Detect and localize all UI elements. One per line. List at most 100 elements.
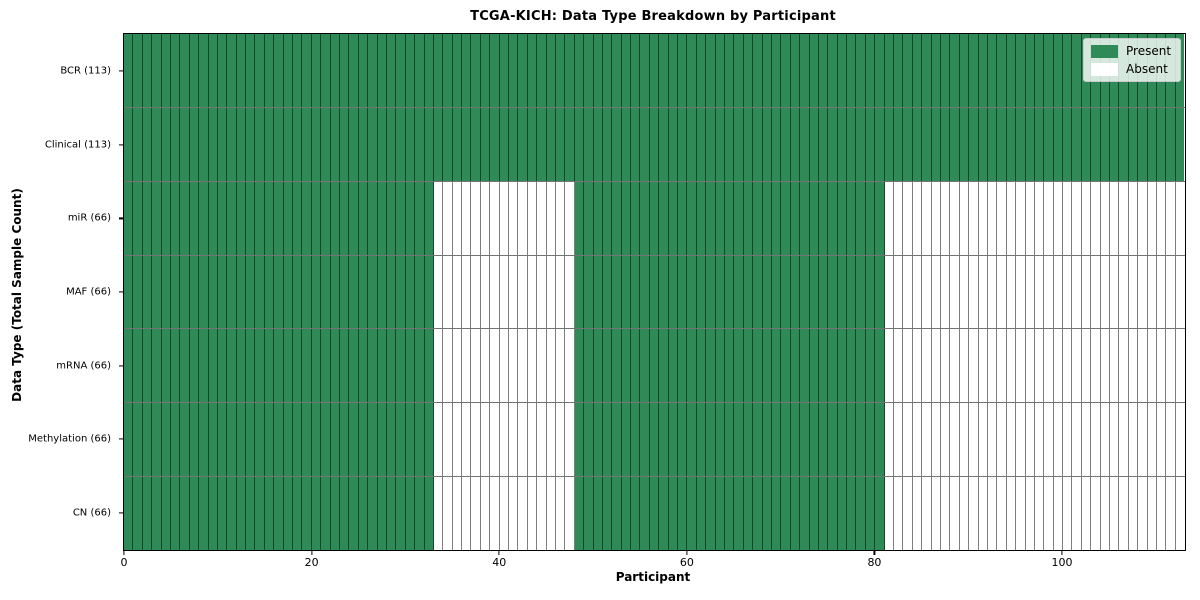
heatmap-cell [1044,107,1054,181]
heatmap-cell [828,403,838,477]
heatmap-cell [509,477,519,551]
heatmap-cell [199,477,209,551]
heatmap-cell [518,329,528,403]
heatmap-cell [377,329,387,403]
heatmap-cell [1006,477,1017,551]
heatmap-cell [781,477,791,551]
heatmap-cell [847,107,857,181]
x-tick-label: 20 [304,556,319,569]
heatmap-cell [518,34,528,107]
heatmap-cell [386,477,397,551]
heatmap-cell [865,329,876,403]
heatmap-cell [246,329,256,403]
heatmap-cell [818,329,829,403]
heatmap-cell [283,477,294,551]
heatmap-cell [396,34,406,107]
heatmap-cell [133,181,143,255]
heatmap-cell [602,107,613,181]
heatmap-cell [950,403,960,477]
heatmap-cell [865,107,876,181]
heatmap-cell [1034,107,1045,181]
heatmap-cell [133,403,143,477]
heatmap-cell [1016,329,1026,403]
heatmap-cell [847,329,857,403]
heatmap-cell [725,255,735,329]
heatmap-cell [875,107,885,181]
heatmap-cell [875,34,885,107]
heatmap-cell [706,181,716,255]
heatmap-cell [725,477,735,551]
heatmap-cell [912,181,923,255]
heatmap-cell [555,181,566,255]
heatmap-cell [255,255,265,329]
heatmap-cell [349,107,359,181]
heatmap-cell [978,181,988,255]
heatmap-cell [161,107,171,181]
heatmap-cell [612,329,622,403]
heatmap-cell [593,403,603,477]
heatmap-cell [152,255,162,329]
heatmap-cell [433,34,444,107]
heatmap-cell [405,34,416,107]
heatmap-cell [922,329,932,403]
heatmap-cell [734,477,744,551]
heatmap-cell [1034,329,1045,403]
heatmap-cell [452,255,463,329]
heatmap-cell [255,403,265,477]
heatmap-cell [640,34,650,107]
y-tick-label: Clinical (113) [44,139,111,151]
heatmap-cell [668,255,679,329]
heatmap-cell [1128,255,1139,329]
heatmap-cell [396,255,406,329]
heatmap-cell [180,255,190,329]
heatmap-cell [1016,255,1026,329]
heatmap-cell [302,477,312,551]
heatmap-cell [555,403,566,477]
heatmap-cell [283,34,294,107]
heatmap-cell [931,34,941,107]
heatmap-cell [433,255,444,329]
heatmap-cell [875,329,885,403]
heatmap-cell [161,181,171,255]
heatmap-cell [640,181,650,255]
heatmap-cell [471,107,481,181]
heatmap-cell [903,34,913,107]
heatmap-cell [584,255,594,329]
heatmap-cell [339,107,350,181]
heatmap-cell [1063,255,1073,329]
heatmap-cell [527,181,538,255]
heatmap-cell [208,107,218,181]
heatmap-cell [311,255,322,329]
heatmap-cell [1119,107,1129,181]
heatmap-cell [950,107,960,181]
heatmap-cell [424,403,434,477]
heatmap-cell [978,34,988,107]
legend-label: Absent [1126,62,1168,76]
heatmap-cell [124,477,134,551]
heatmap-cell [837,403,848,477]
heatmap-cell [283,181,294,255]
heatmap-cell [349,329,359,403]
heatmap-cell [189,477,200,551]
heatmap-cell [678,181,688,255]
heatmap-cell [236,403,247,477]
heatmap-cell [602,477,613,551]
heatmap-cell [124,403,134,477]
heatmap-cell [471,477,481,551]
heatmap-cell [1147,329,1157,403]
heatmap-cell [490,34,500,107]
heatmap-cell [574,34,585,107]
heatmap-cell [903,403,913,477]
heatmap-cell [818,107,829,181]
heatmap-cell [593,255,603,329]
x-tick-mark [1061,550,1063,555]
heatmap-cell [255,181,265,255]
heatmap-cell [837,34,848,107]
heatmap-cell [959,255,970,329]
heatmap-cell [940,107,951,181]
y-tick-mark [119,144,123,146]
heatmap-cell [865,477,876,551]
heatmap-cell [518,255,528,329]
heatmap-cell [227,255,237,329]
y-tick-mark [119,438,123,440]
